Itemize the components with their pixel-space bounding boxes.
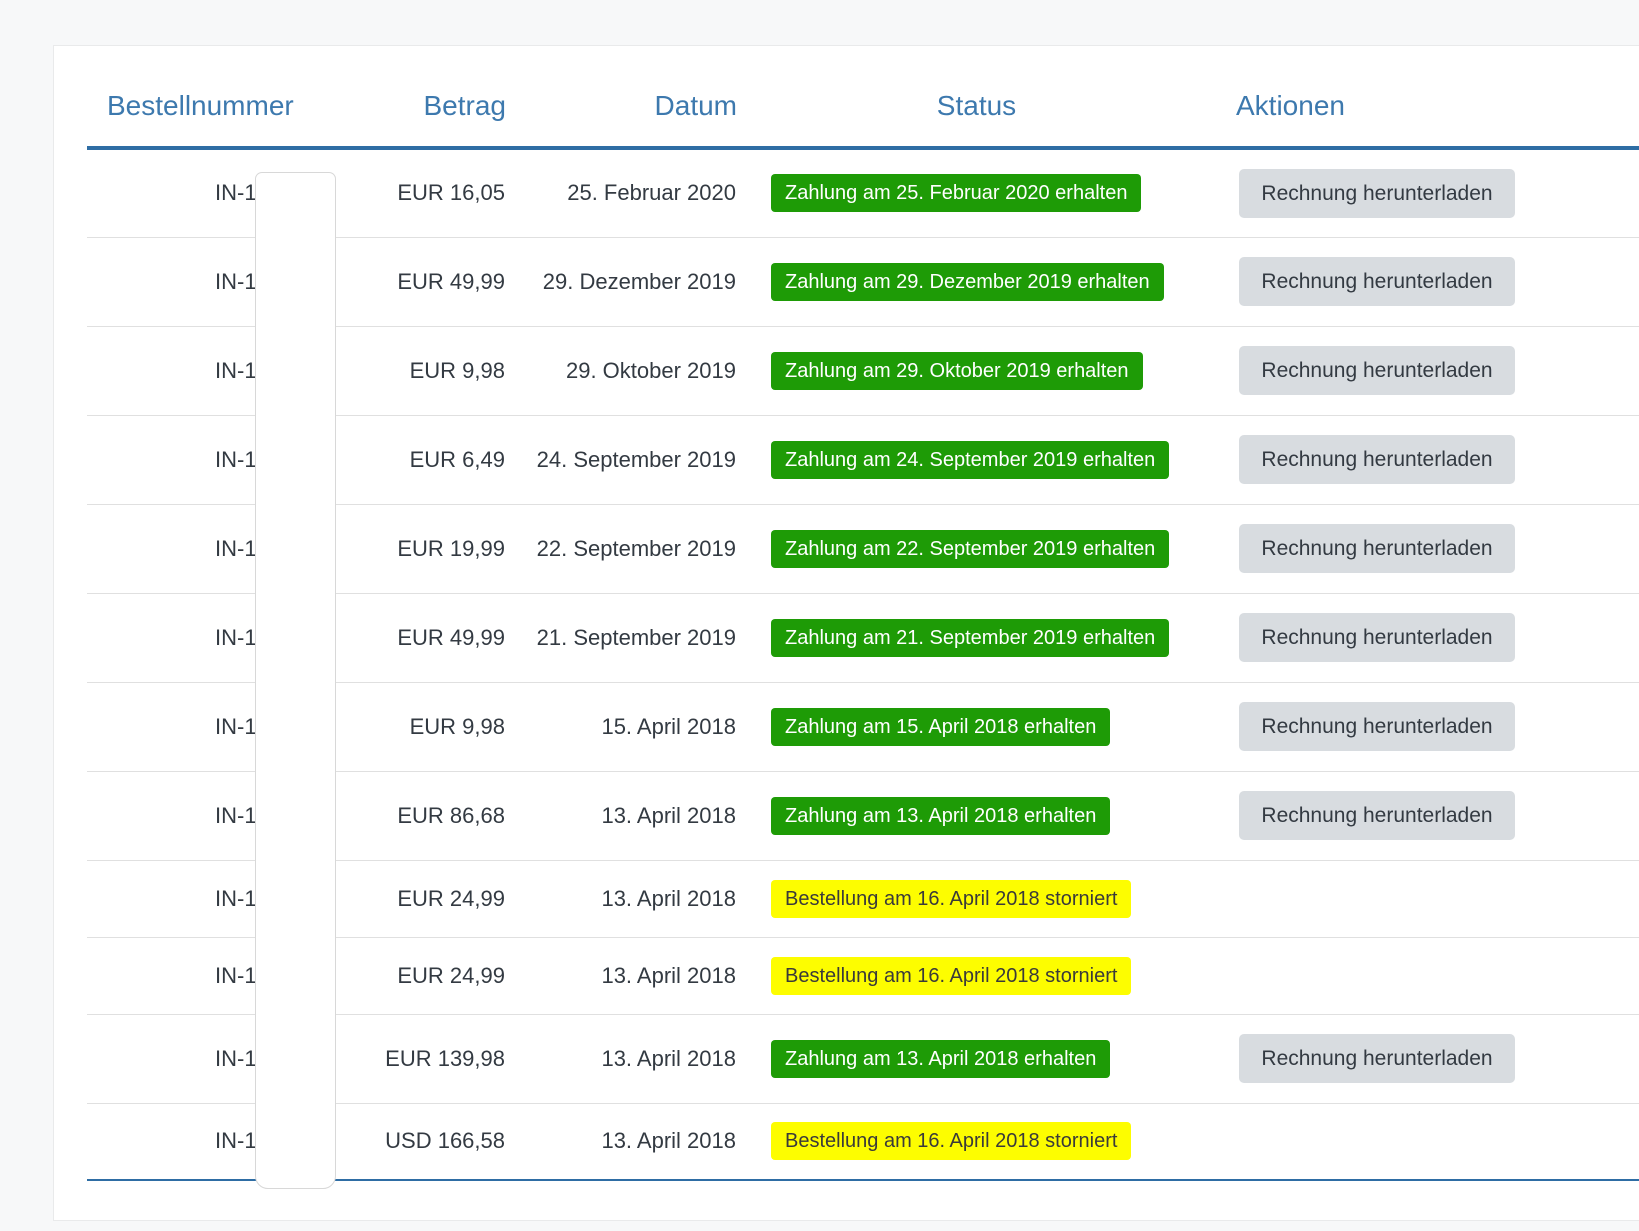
billing-card: Bestellnummer Betrag Datum Status Aktion… [53, 45, 1639, 1221]
invoice-date: 22. September 2019 [537, 536, 736, 561]
invoice-date: 13. April 2018 [601, 886, 736, 911]
column-header-betrag[interactable]: Betrag [336, 46, 506, 148]
order-number: IN-1 [215, 963, 257, 988]
invoice-amount: EUR 49,99 [397, 269, 505, 294]
invoice-amount: EUR 24,99 [397, 886, 505, 911]
invoice-date: 15. April 2018 [601, 714, 736, 739]
download-invoice-button[interactable]: Rechnung herunterladen [1239, 169, 1515, 218]
invoice-amount: EUR 139,98 [385, 1046, 505, 1071]
order-number: IN-1 [215, 714, 257, 739]
table-header-row: Bestellnummer Betrag Datum Status Aktion… [87, 46, 1639, 148]
invoice-amount: EUR 9,98 [410, 714, 505, 739]
column-header-bestellnummer[interactable]: Bestellnummer [87, 46, 336, 148]
invoice-date: 13. April 2018 [601, 1046, 736, 1071]
billing-page: { "table": { "headers": ["Bestellnummer"… [0, 0, 1639, 1231]
download-invoice-button[interactable]: Rechnung herunterladen [1239, 1034, 1515, 1083]
invoice-amount: USD 166,58 [385, 1128, 505, 1153]
download-invoice-button[interactable]: Rechnung herunterladen [1239, 791, 1515, 840]
invoices-table-wrap: Bestellnummer Betrag Datum Status Aktion… [54, 46, 1639, 1181]
download-invoice-button[interactable]: Rechnung herunterladen [1239, 702, 1515, 751]
column-header-aktionen[interactable]: Aktionen [1216, 46, 1639, 148]
download-invoice-button[interactable]: Rechnung herunterladen [1239, 257, 1515, 306]
invoice-date: 25. Februar 2020 [567, 180, 736, 205]
status-badge-paid: Zahlung am 25. Februar 2020 erhalten [771, 174, 1141, 212]
status-badge-paid: Zahlung am 13. April 2018 erhalten [771, 1040, 1110, 1078]
redaction-overlay [255, 172, 336, 1189]
invoice-date: 21. September 2019 [537, 625, 736, 650]
order-number: IN-1 [215, 1128, 257, 1153]
status-badge-paid: Zahlung am 21. September 2019 erhalten [771, 619, 1169, 657]
invoice-amount: EUR 19,99 [397, 536, 505, 561]
order-number: IN-1 [215, 803, 257, 828]
invoice-amount: EUR 49,99 [397, 625, 505, 650]
download-invoice-button[interactable]: Rechnung herunterladen [1239, 524, 1515, 573]
status-badge-paid: Zahlung am 24. September 2019 erhalten [771, 441, 1169, 479]
order-number: IN-1 [215, 447, 257, 472]
status-badge-paid: Zahlung am 29. Oktober 2019 erhalten [771, 352, 1143, 390]
status-badge-paid: Zahlung am 22. September 2019 erhalten [771, 530, 1169, 568]
download-invoice-button[interactable]: Rechnung herunterladen [1239, 346, 1515, 395]
status-badge-cancelled: Bestellung am 16. April 2018 storniert [771, 1122, 1131, 1160]
status-badge-paid: Zahlung am 15. April 2018 erhalten [771, 708, 1110, 746]
invoice-date: 29. Oktober 2019 [566, 358, 736, 383]
invoice-amount: EUR 6,49 [410, 447, 505, 472]
order-number: IN-1 [215, 269, 257, 294]
order-number: IN-1 [215, 625, 257, 650]
invoice-date: 13. April 2018 [601, 803, 736, 828]
invoice-amount: EUR 86,68 [397, 803, 505, 828]
invoice-amount: EUR 24,99 [397, 963, 505, 988]
order-number: IN-1 [215, 886, 257, 911]
invoice-amount: EUR 9,98 [410, 358, 505, 383]
status-badge-cancelled: Bestellung am 16. April 2018 storniert [771, 880, 1131, 918]
invoice-date: 29. Dezember 2019 [543, 269, 736, 294]
order-number: IN-1 [215, 180, 257, 205]
download-invoice-button[interactable]: Rechnung herunterladen [1239, 613, 1515, 662]
order-number: IN-1 [215, 358, 257, 383]
download-invoice-button[interactable]: Rechnung herunterladen [1239, 435, 1515, 484]
status-badge-cancelled: Bestellung am 16. April 2018 storniert [771, 957, 1131, 995]
order-number: IN-1 [215, 536, 257, 561]
column-header-status[interactable]: Status [737, 46, 1216, 148]
invoice-date: 13. April 2018 [601, 963, 736, 988]
status-badge-paid: Zahlung am 29. Dezember 2019 erhalten [771, 263, 1164, 301]
order-number: IN-1 [215, 1046, 257, 1071]
column-header-datum[interactable]: Datum [506, 46, 737, 148]
status-badge-paid: Zahlung am 13. April 2018 erhalten [771, 797, 1110, 835]
invoice-date: 13. April 2018 [601, 1128, 736, 1153]
invoice-amount: EUR 16,05 [397, 180, 505, 205]
invoice-date: 24. September 2019 [537, 447, 736, 472]
